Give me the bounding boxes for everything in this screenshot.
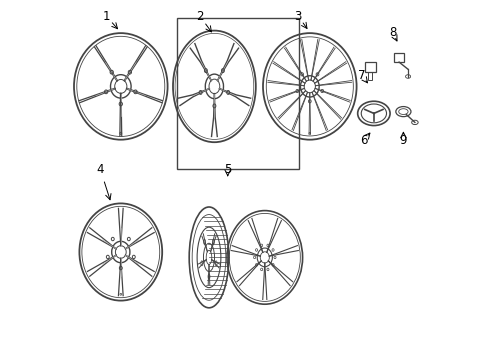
Text: 3: 3 [294,10,302,23]
Bar [176,18,299,169]
Bar [393,53,404,62]
Text: 7: 7 [358,69,366,82]
Text: 4: 4 [97,163,104,176]
Text: 5: 5 [224,163,231,176]
Text: 8: 8 [389,26,396,39]
Text: 6: 6 [360,134,368,147]
Text: 2: 2 [196,10,204,23]
Bar [368,72,372,80]
Text: 9: 9 [400,134,407,147]
Text: 1: 1 [102,10,110,23]
Bar [365,62,376,72]
